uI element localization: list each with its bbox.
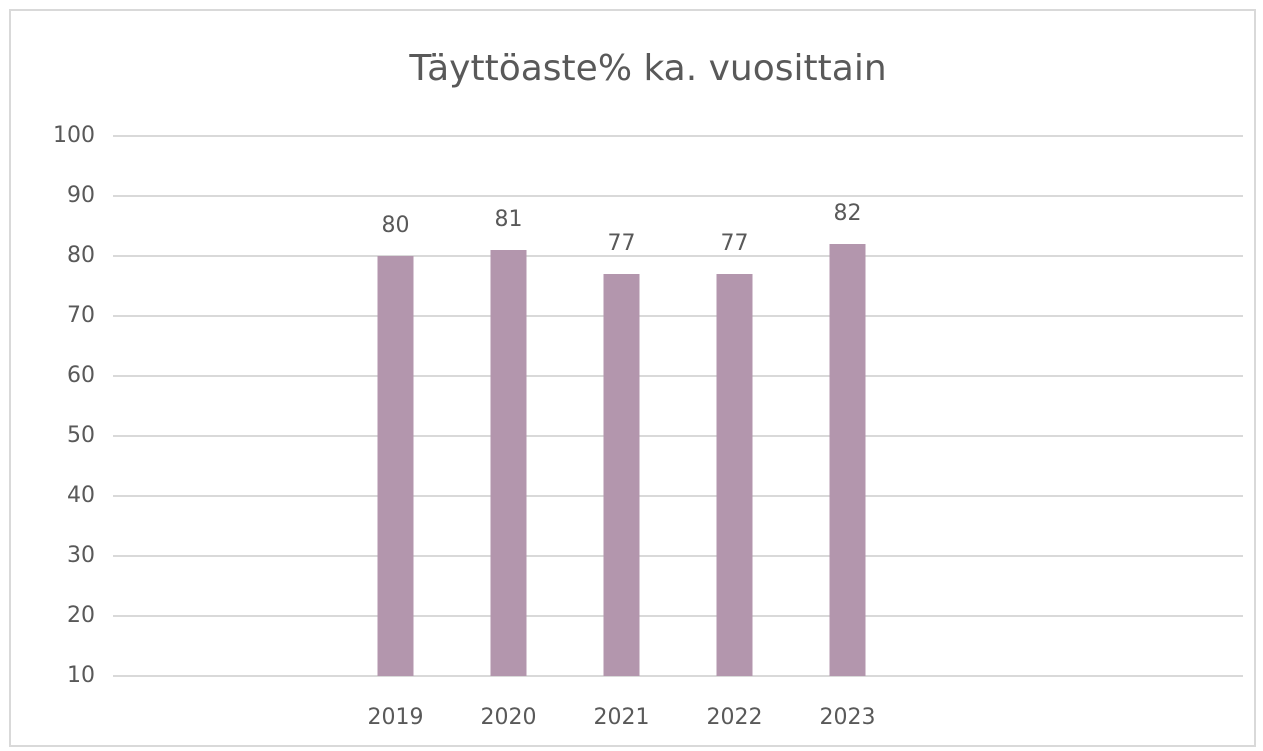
y-tick-label: 20: [67, 603, 95, 628]
y-tick-label: 90: [67, 183, 95, 208]
y-tick-label: 50: [67, 423, 95, 448]
data-label: 80: [382, 213, 410, 238]
data-label: 77: [608, 231, 636, 256]
y-tick-label: 60: [67, 363, 95, 388]
y-tick-label: 80: [67, 243, 95, 268]
bar: [377, 256, 414, 676]
bar: [603, 274, 640, 676]
x-tick-label: 2019: [368, 705, 424, 730]
bar: [716, 274, 753, 676]
chart-title: Täyttöaste% ka. vuosittain: [408, 48, 886, 89]
bar: [829, 244, 866, 676]
x-tick-label: 2022: [707, 705, 763, 730]
y-tick-label: 30: [67, 543, 95, 568]
y-tick-label: 40: [67, 483, 95, 508]
y-tick-label: 70: [67, 303, 95, 328]
x-tick-label: 2023: [820, 705, 876, 730]
y-tick-label: 100: [53, 123, 95, 148]
data-label: 81: [495, 207, 523, 232]
y-tick-label: 10: [67, 663, 95, 688]
data-label: 82: [834, 201, 862, 226]
x-tick-label: 2020: [481, 705, 537, 730]
bar: [490, 250, 527, 676]
x-tick-label: 2021: [594, 705, 650, 730]
data-label: 77: [721, 231, 749, 256]
